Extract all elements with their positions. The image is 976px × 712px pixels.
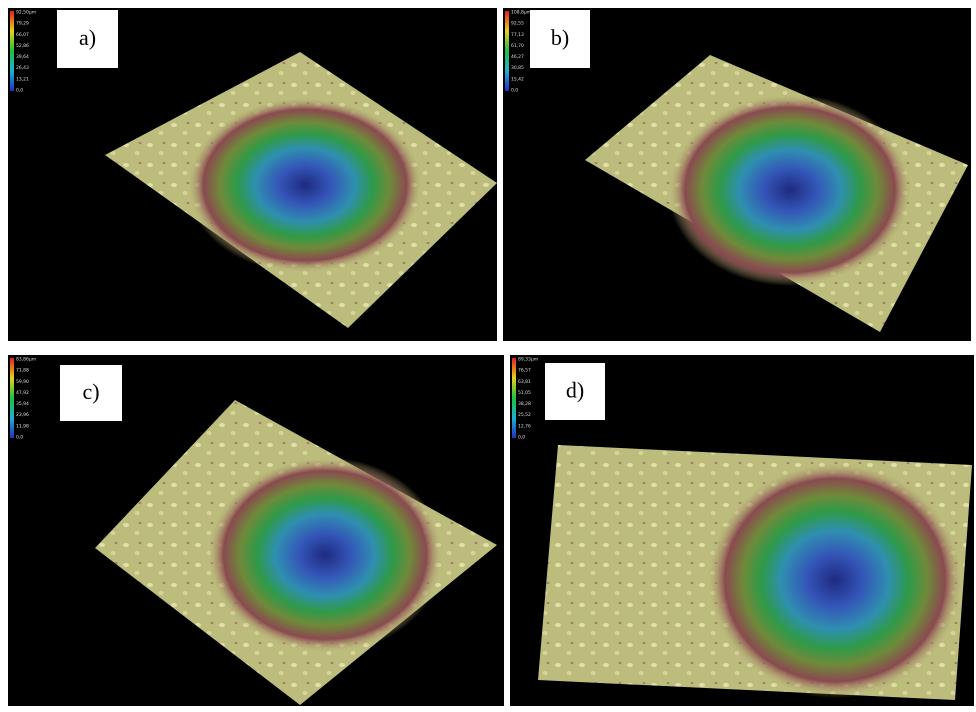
colorbar-label: 39,64 <box>16 54 29 60</box>
panel-label: d) <box>566 378 584 403</box>
colorbar-label: 92,55 <box>511 21 524 27</box>
panels: 92,50µm 79,29 66,07 52,86 39,64 26,43 13,21 0,0… <box>8 8 974 706</box>
colorbar-label: 12,76 <box>518 423 531 429</box>
colorbar-label: 61,70 <box>511 43 524 49</box>
colorbar-label: 0,0 <box>16 435 23 441</box>
panel: 83,86µm 71,88 59,90 47,92 35,94 23,96 11,98 0,0… <box>8 355 504 706</box>
colorbar-label: 0,0 <box>518 435 525 441</box>
colorbar-label: 77,13 <box>511 32 524 38</box>
colorbar-label: 13,21 <box>16 76 29 82</box>
colorbar-label: 79,29 <box>16 21 29 27</box>
colorbar <box>10 358 14 438</box>
colorbar-label: 76,57 <box>518 368 531 374</box>
colorbar-label: 89,33µm <box>518 357 538 363</box>
colorbar-label: 30,85 <box>511 65 524 71</box>
colorbar-label: 71,88 <box>16 368 29 374</box>
colorbar-label: 47,92 <box>16 390 29 396</box>
colorbar-label: 59,90 <box>16 379 29 385</box>
colorbar-label: 0,0 <box>16 88 23 94</box>
crater <box>207 457 443 653</box>
panel: 108,8µm 92,55 77,13 61,70 46,27 30,85 15,42 0,0… <box>503 8 971 341</box>
colorbar-label: 51,05 <box>518 390 531 396</box>
panel-label: b) <box>551 25 569 50</box>
panel-label: a) <box>79 25 96 50</box>
colorbar-label: 35,94 <box>16 401 29 407</box>
colorbar-label: 11,98 <box>16 423 29 429</box>
colorbar <box>505 11 509 91</box>
panel-label: c) <box>82 379 99 404</box>
colorbar-label: 66,07 <box>16 32 29 38</box>
colorbar-label: 92,50µm <box>16 10 36 16</box>
crater <box>668 94 912 286</box>
colorbar-label: 52,86 <box>16 43 29 49</box>
colorbar-label: 15,42 <box>511 76 524 82</box>
crater <box>187 97 423 273</box>
colorbar <box>10 11 14 91</box>
colorbar-label: 26,43 <box>16 65 29 71</box>
colorbar-label: 108,8µm <box>511 10 531 16</box>
colorbar-label: 25,52 <box>518 412 531 418</box>
figure: 92,50µm 79,29 66,07 52,86 39,64 26,43 13,21 0,0… <box>0 0 976 712</box>
panel: 89,33µm 76,57 63,81 51,05 38,28 25,52 12,76 0,0… <box>510 355 974 706</box>
colorbar-label: 38,28 <box>518 401 531 407</box>
crater <box>707 462 963 698</box>
panel: 92,50µm 79,29 66,07 52,86 39,64 26,43 13,21 0,0… <box>8 8 497 341</box>
colorbar-label: 46,27 <box>511 54 524 60</box>
colorbar-label: 83,86µm <box>16 357 36 363</box>
colorbar-label: 63,81 <box>518 379 531 385</box>
colorbar-label: 0,0 <box>511 88 518 94</box>
colorbar-label: 23,96 <box>16 412 29 418</box>
colorbar <box>512 358 516 438</box>
